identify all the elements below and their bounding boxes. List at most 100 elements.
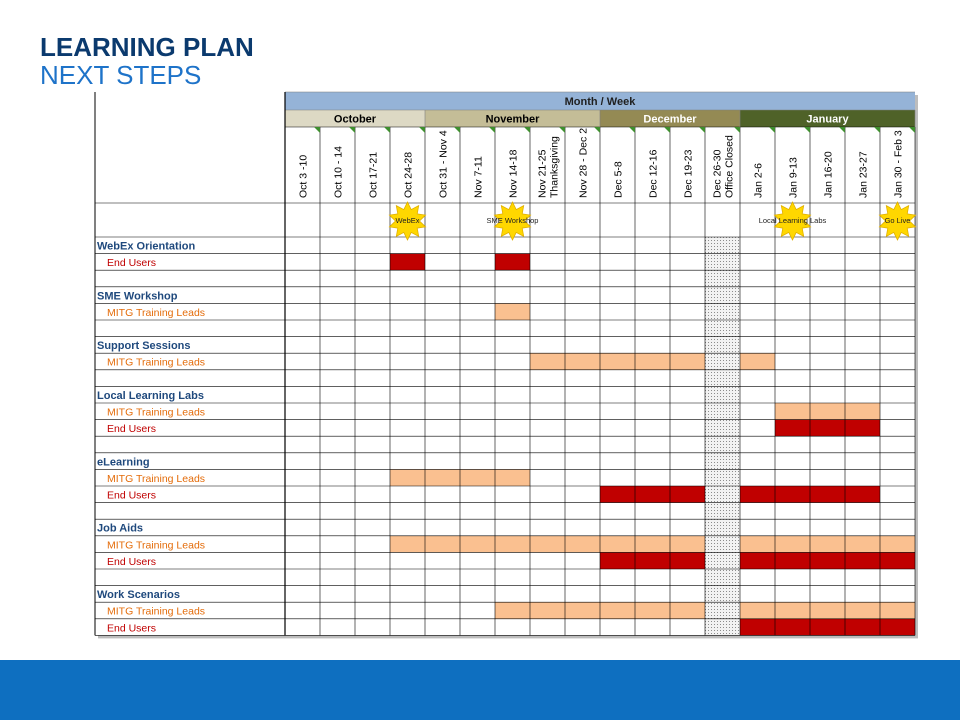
trainer-cell: [635, 602, 670, 619]
trainer-cell: [845, 403, 880, 420]
trainer-cell: [810, 403, 845, 420]
milestone-label: SME Workshop: [487, 216, 539, 225]
cell-note-marker: [594, 127, 600, 133]
end-user-cell: [600, 552, 635, 569]
month-label: December: [643, 114, 697, 126]
week-label: Jan 23-27: [858, 151, 870, 198]
end-user-cell: [775, 486, 810, 503]
end-user-cell: [635, 552, 670, 569]
trainer-row-label: MITG Training Leads: [107, 539, 205, 551]
end-user-cell: [670, 552, 705, 569]
trainer-cell: [495, 303, 530, 320]
milestone-label: Local Learning Labs: [759, 216, 827, 225]
week-label: Dec 12-16: [648, 149, 660, 198]
week-label: Dec 5-8: [613, 161, 625, 198]
trainer-cell: [530, 602, 565, 619]
trainer-cell: [425, 535, 460, 553]
end-user-row-label: End Users: [107, 556, 156, 568]
milestone-label: WebEx: [395, 216, 419, 225]
milestone-star-icon: [878, 201, 917, 241]
month-label: January: [806, 114, 849, 126]
end-user-cell: [495, 253, 530, 271]
trainer-cell: [495, 469, 530, 486]
month-band: [600, 110, 740, 127]
footer-band: [0, 660, 960, 720]
cell-note-marker: [629, 127, 635, 133]
end-user-cell: [810, 552, 845, 569]
cell-note-marker: [559, 127, 565, 133]
trainer-cell: [565, 353, 600, 370]
end-user-cell: [810, 486, 845, 503]
trainer-row-label: MITG Training Leads: [107, 307, 205, 319]
trainer-cell: [845, 535, 880, 553]
trainer-cell: [565, 602, 600, 619]
week-label: Oct 24-28: [403, 152, 415, 198]
week-label: Jan 16-20: [823, 151, 835, 198]
week-label: Office Closed: [724, 135, 736, 198]
cell-note-marker: [454, 127, 460, 133]
cell-note-marker: [874, 127, 880, 133]
month-band: [740, 110, 915, 127]
section-label: Work Scenarios: [97, 589, 180, 601]
end-user-row-label: End Users: [107, 423, 156, 435]
end-user-row-label: End Users: [107, 622, 156, 634]
trainer-cell: [775, 403, 810, 420]
trainer-cell: [530, 535, 565, 553]
trainer-cell: [775, 602, 810, 619]
end-user-cell: [600, 486, 635, 503]
end-user-cell: [880, 552, 915, 569]
trainer-cell: [880, 602, 915, 619]
end-user-cell: [670, 486, 705, 503]
week-label: Nov 28 - Dec 2: [578, 128, 590, 198]
trainer-cell: [670, 602, 705, 619]
week-label: Dec 26-30: [712, 149, 724, 198]
trainer-cell: [740, 535, 775, 553]
trainer-cell: [530, 353, 565, 370]
end-user-cell: [740, 552, 775, 569]
cell-note-marker: [419, 127, 425, 133]
month-band: [285, 110, 425, 127]
slide-subtitle: NEXT STEPS: [40, 60, 202, 90]
end-user-cell: [845, 618, 880, 636]
end-user-cell: [635, 486, 670, 503]
milestone-star-icon: [773, 201, 812, 241]
trainer-cell: [635, 535, 670, 553]
trainer-cell: [495, 602, 530, 619]
month-band: [425, 110, 600, 127]
trainer-cell: [565, 535, 600, 553]
week-label: Nov 21-25: [537, 149, 549, 198]
slide-title: LEARNING PLAN: [40, 32, 254, 62]
cell-note-marker: [349, 127, 355, 133]
cell-note-marker: [699, 127, 705, 133]
trainer-cell: [460, 535, 495, 553]
month-label: November: [486, 114, 541, 126]
section-label: Job Aids: [97, 523, 143, 535]
end-user-cell: [775, 618, 810, 636]
section-label: eLearning: [97, 456, 150, 468]
week-label: Oct 17-21: [368, 152, 380, 198]
section-label: SME Workshop: [97, 290, 178, 302]
trainer-cell: [425, 469, 460, 486]
trainer-cell: [880, 535, 915, 553]
week-label: Jan 30 - Feb 3: [893, 130, 905, 198]
trainer-cell: [670, 353, 705, 370]
trainer-cell: [670, 535, 705, 553]
end-user-cell: [845, 486, 880, 503]
week-label: Dec 19-23: [683, 149, 695, 198]
cell-note-marker: [314, 127, 320, 133]
end-user-cell: [880, 618, 915, 636]
section-label: WebEx Orientation: [97, 241, 195, 253]
week-label: Jan 9-13: [788, 157, 800, 198]
cell-note-marker: [489, 127, 495, 133]
week-label: Oct 31 - Nov 4: [438, 130, 450, 198]
week-label: Thanksgiving: [549, 136, 561, 198]
cell-note-marker: [384, 127, 390, 133]
cell-note-marker: [909, 127, 915, 133]
trainer-row-label: MITG Training Leads: [107, 606, 205, 618]
end-user-row-label: End Users: [107, 490, 156, 502]
trainer-cell: [635, 353, 670, 370]
end-user-cell: [845, 419, 880, 437]
week-label: Nov 7-11: [473, 156, 485, 198]
milestone-star-icon: [493, 201, 532, 241]
milestone-star-icon: [388, 201, 427, 241]
